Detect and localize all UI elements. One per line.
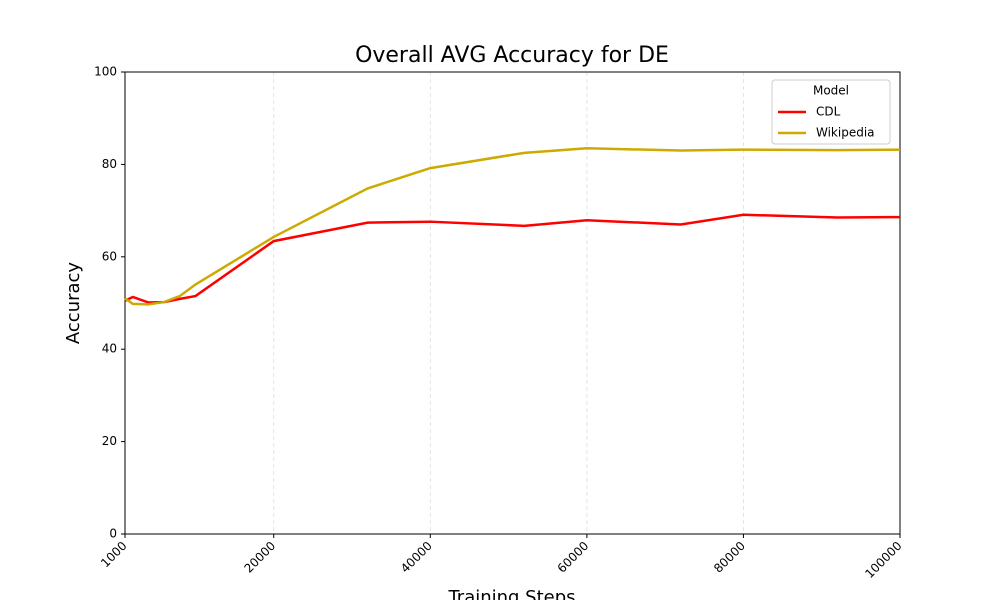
x-tick-label: 100000 xyxy=(862,539,904,581)
plot-frame xyxy=(124,71,901,535)
legend-label: Wikipedia xyxy=(816,126,875,140)
y-tick-label: 80 xyxy=(102,157,117,171)
y-tick-label: 100 xyxy=(94,65,117,79)
data-line xyxy=(124,146,901,306)
y-tick-label: 40 xyxy=(102,342,117,356)
legend-title: Model xyxy=(813,84,849,98)
x-tick-label: 40000 xyxy=(398,539,435,576)
x-tick-label: 80000 xyxy=(711,539,748,576)
y-tick-label: 0 xyxy=(109,527,117,541)
x-axis-label: Training Steps xyxy=(447,587,575,600)
x-tick-label: 1000 xyxy=(98,539,129,570)
y-axis-label: Accuracy xyxy=(63,262,84,345)
legend-label: CDL xyxy=(816,105,841,119)
x-tick-label: 60000 xyxy=(555,539,592,576)
chart-title: Overall AVG Accuracy for DE xyxy=(355,43,669,68)
legend-box xyxy=(771,79,891,145)
y-tick-label: 60 xyxy=(102,249,117,263)
y-tick-label: 20 xyxy=(102,434,117,448)
x-tick-label: 20000 xyxy=(241,539,278,576)
data-line xyxy=(124,213,901,304)
